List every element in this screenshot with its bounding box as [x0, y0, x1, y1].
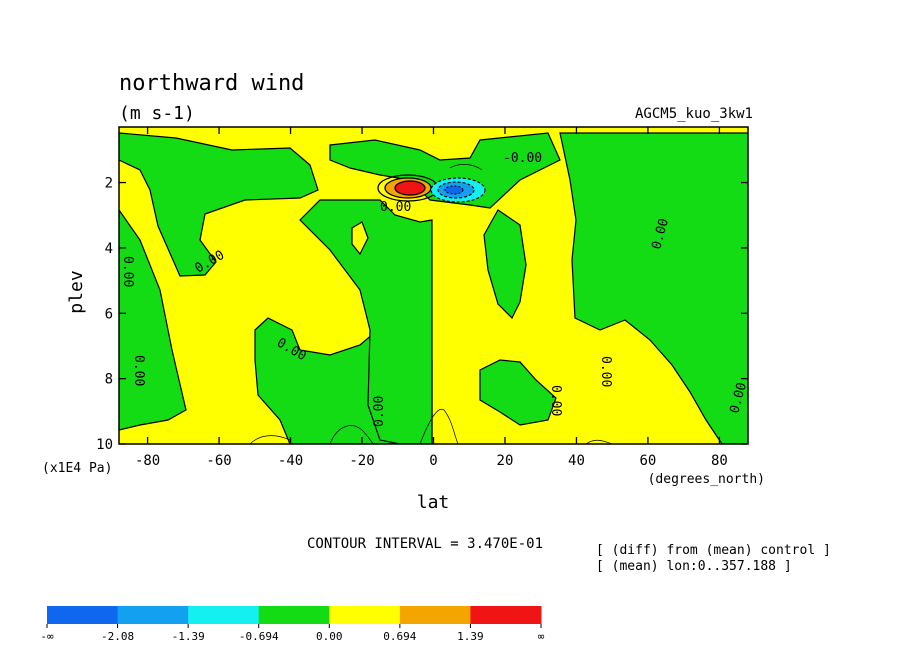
negative-region-upper-equator [329, 132, 561, 209]
y-tick-label: 8 [105, 372, 113, 388]
contour-labels: -0.00 0.00 0.00 0.00 0.00 0.00 0.00 0.00… [120, 151, 750, 427]
negative-region-nh-polar [559, 132, 748, 444]
chart-units: (m s-1) [119, 103, 195, 124]
feature-maximum [377, 174, 439, 202]
negative-region-nh-lower [479, 359, 557, 426]
x-tick-label: -40 [278, 453, 303, 469]
x-tick-label: 40 [568, 453, 585, 469]
colorbar-swatch [188, 606, 260, 624]
negative-region-small-hole [351, 221, 369, 256]
contour-interval: CONTOUR INTERVAL = 3.470E-01 [307, 536, 543, 552]
colorbar-label: -1.39 [172, 630, 205, 643]
x-tick-label: 20 [497, 453, 514, 469]
colorbar-label: -0.694 [239, 630, 279, 643]
negative-region-tropical-column [299, 199, 433, 444]
contour-label: -0.00 [503, 151, 542, 166]
colorbar-label: 1.39 [457, 630, 484, 643]
x-tick-label: -20 [349, 453, 374, 469]
x-tick-label: 60 [640, 453, 657, 469]
contour-label: 0.00 [548, 385, 563, 416]
y-tick-label: 10 [96, 437, 113, 453]
contour-field [119, 127, 748, 444]
x-tick-label: -60 [206, 453, 231, 469]
chart-title: northward wind [119, 71, 304, 96]
negative-regions [119, 132, 748, 444]
colorbar-swatch [258, 606, 330, 624]
colorbar: -∞ -2.08 -1.39 -0.694 0.00 0.694 1.39 ∞ [40, 606, 545, 643]
x-axis-units: (degrees_north) [648, 472, 765, 487]
negative-region-nh-column [483, 209, 527, 320]
contour-label: 0.00 [372, 396, 387, 427]
colorbar-label: -2.08 [101, 630, 134, 643]
negative-region-sh-polar [119, 132, 319, 277]
contour-label: 0.00 [120, 256, 135, 287]
feature-minimum [430, 177, 486, 203]
y-axis-units: (x1E4 Pa) [42, 461, 112, 476]
model-label: AGCM5_kuo_3kw1 [635, 106, 753, 122]
colorbar-label: 0.00 [316, 630, 343, 643]
x-tick-label: -80 [135, 453, 160, 469]
note-mean: [ (mean) lon:0..357.188 ] [596, 559, 792, 574]
contour-label: 0.00 [598, 356, 613, 387]
x-tick-label: 80 [711, 453, 728, 469]
y-tick-label: 4 [105, 241, 113, 257]
y-tick-label: 2 [105, 176, 113, 192]
contour-label: 0.00 [131, 355, 146, 386]
x-axis-label: lat [417, 492, 450, 513]
colorbar-swatch [470, 606, 542, 624]
contour-label: 0.00 [380, 200, 411, 215]
x-tick-label: 0 [429, 453, 437, 469]
x-axis: -80 -60 -40 -20 0 20 40 60 80 [135, 127, 728, 469]
colorbar-swatch [117, 606, 189, 624]
y-axis: 2 4 6 8 10 [96, 176, 748, 453]
colorbar-label: 0.694 [383, 630, 416, 643]
colorbar-label: ∞ [538, 630, 545, 643]
negative-region-sh-deep [119, 208, 187, 431]
colorbar-label: -∞ [40, 630, 54, 643]
note-diff: [ (diff) from (mean) control ] [596, 543, 831, 558]
y-axis-label: plev [66, 270, 87, 313]
colorbar-swatch [329, 606, 401, 624]
y-tick-label: 6 [105, 306, 113, 322]
colorbar-swatch [47, 606, 119, 624]
minor-contours [249, 164, 613, 444]
colorbar-swatch [399, 606, 471, 624]
